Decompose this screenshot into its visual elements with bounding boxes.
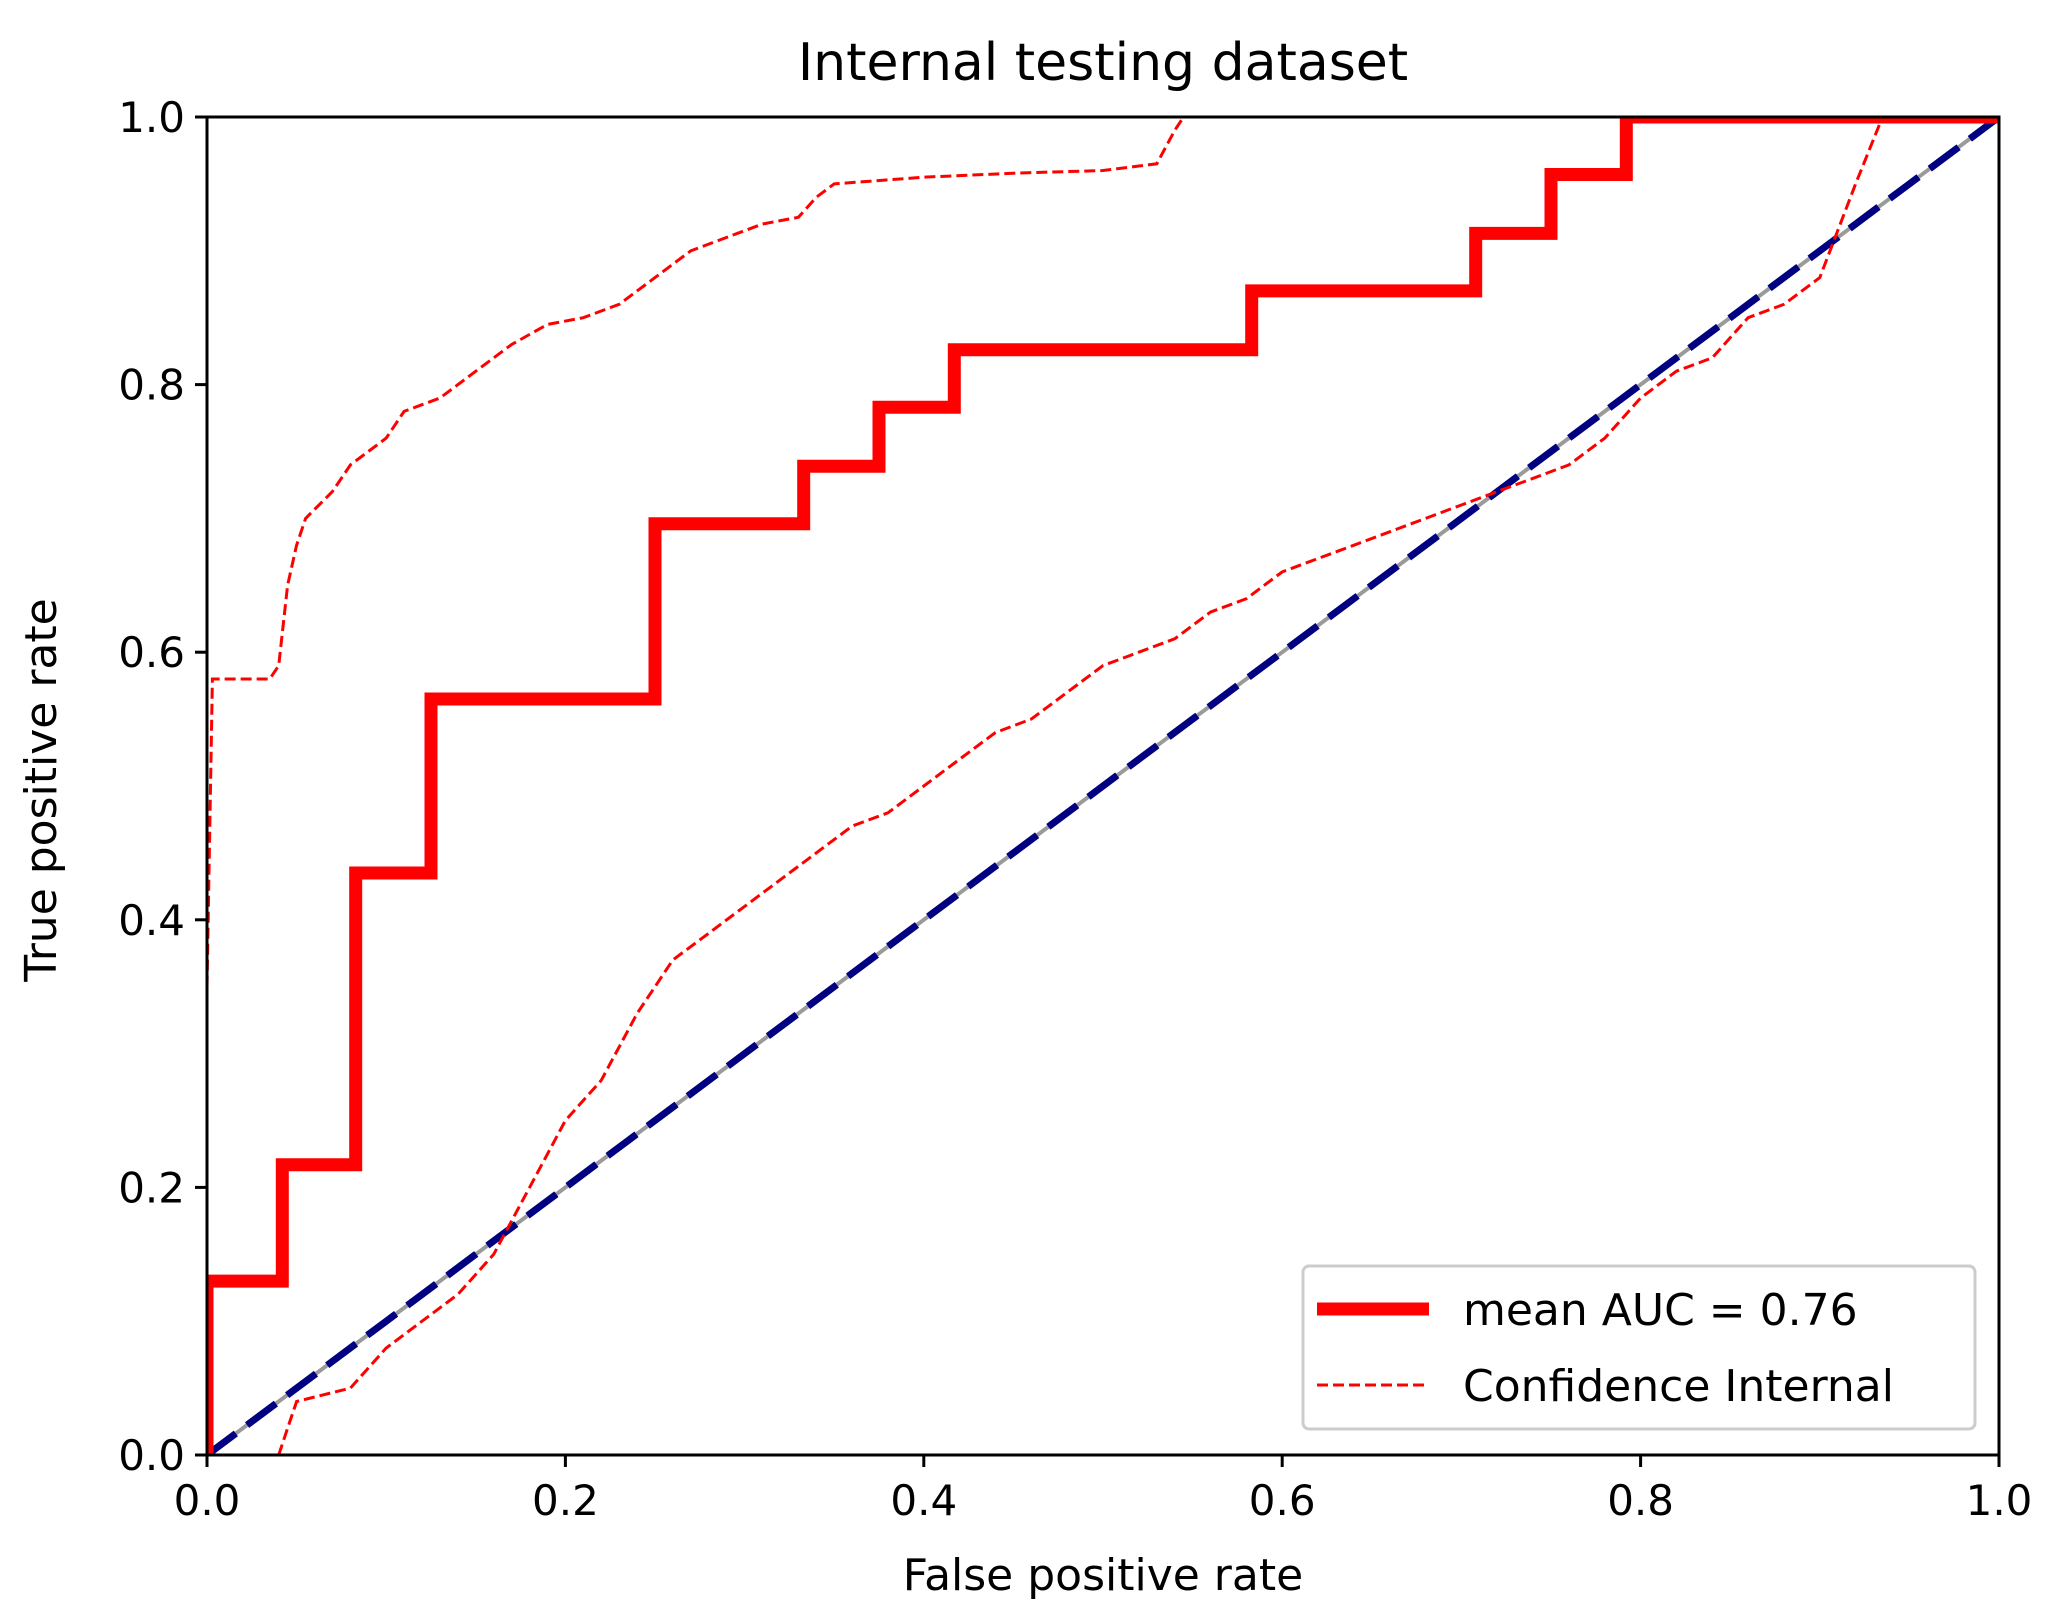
legend-box bbox=[1301, 1264, 1977, 1431]
x-tick-label: 1.0 bbox=[1966, 1476, 2033, 1525]
x-tick-label: 0.8 bbox=[1607, 1476, 1674, 1525]
series-line-1 bbox=[207, 117, 1999, 987]
x-axis-label: False positive rate bbox=[903, 1550, 1303, 1601]
y-tick-label: 0.4 bbox=[118, 896, 185, 945]
chart-title: Internal testing dataset bbox=[798, 33, 1408, 93]
y-tick-label: 0.8 bbox=[118, 361, 185, 410]
y-tick-label: 0.2 bbox=[118, 1163, 185, 1212]
y-tick-label: 0.6 bbox=[118, 628, 185, 677]
plot-area bbox=[205, 115, 2001, 1457]
x-tick-label: 0.0 bbox=[174, 1476, 241, 1525]
y-tick-label: 0.0 bbox=[118, 1431, 185, 1480]
x-tick-label: 0.6 bbox=[1249, 1476, 1316, 1525]
legend-label-1: Confidence Internal bbox=[1463, 1361, 1894, 1412]
axis-ticks: 0.0 0.2 0.4 0.6 0.8 1.0 0.0 0.2 0.4 0.6 0.8 1.0 bbox=[118, 93, 2032, 1525]
y-axis-label: True positive rate bbox=[16, 598, 67, 982]
legend-label-0: mean AUC = 0.76 bbox=[1463, 1285, 1858, 1336]
legend: mean AUC = 0.76 Confidence Internal bbox=[1301, 1264, 1977, 1431]
series-line-0 bbox=[207, 117, 1999, 1455]
x-tick-label: 0.4 bbox=[890, 1476, 957, 1525]
y-tick-label: 1.0 bbox=[118, 93, 185, 142]
series-line-2 bbox=[277, 117, 1999, 1455]
plot-frame bbox=[205, 115, 2001, 1457]
series-line-3 bbox=[207, 117, 1999, 1455]
x-tick-label: 0.2 bbox=[532, 1476, 599, 1525]
